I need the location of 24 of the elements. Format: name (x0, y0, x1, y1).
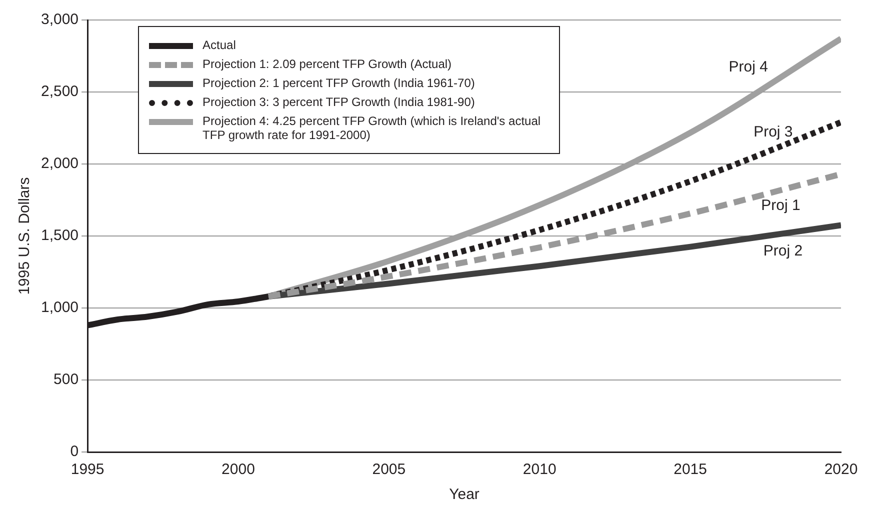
y-tick-label: 0 (70, 443, 79, 460)
x-axis-title: Year (449, 486, 480, 504)
x-tick-label: 2015 (674, 461, 707, 478)
y-tick-label: 3,000 (40, 11, 79, 28)
y-tick-label: 2,500 (40, 83, 79, 100)
y-axis-title: 1995 U.S. Dollars (16, 177, 34, 295)
x-tick-label: 2020 (824, 461, 858, 478)
legend-label: Actual (202, 38, 236, 52)
legend-label: Projection 1: 2.09 percent TFP Growth (Actual) (202, 57, 452, 71)
y-tick-label: 1,000 (40, 299, 79, 316)
x-tick-label: 2000 (222, 461, 255, 478)
annotation: Proj 3 (754, 123, 793, 140)
y-tick-label: 2,000 (40, 155, 79, 172)
legend-label: Projection 4: 4.25 percent TFP Growth (which is Ireland's actual TFP growth rate for 1991-2000) (202, 114, 542, 142)
annotation: Proj 2 (763, 242, 803, 260)
annotation: Proj 1 (761, 196, 800, 214)
y-tick-label: 500 (54, 371, 79, 388)
x-tick-label: 2010 (522, 461, 556, 478)
annotation: Proj 4 (728, 58, 768, 76)
legend-label: Projection 3: 3 percent TFP Growth (India 1981-90) (202, 95, 475, 109)
y-tick-label: 1,500 (40, 227, 79, 244)
legend-label: Projection 2: 1 percent TFP Growth (India 1961-70) (202, 76, 475, 90)
x-tick-label: 2005 (372, 461, 406, 478)
x-tick-label: 1995 (70, 461, 104, 478)
